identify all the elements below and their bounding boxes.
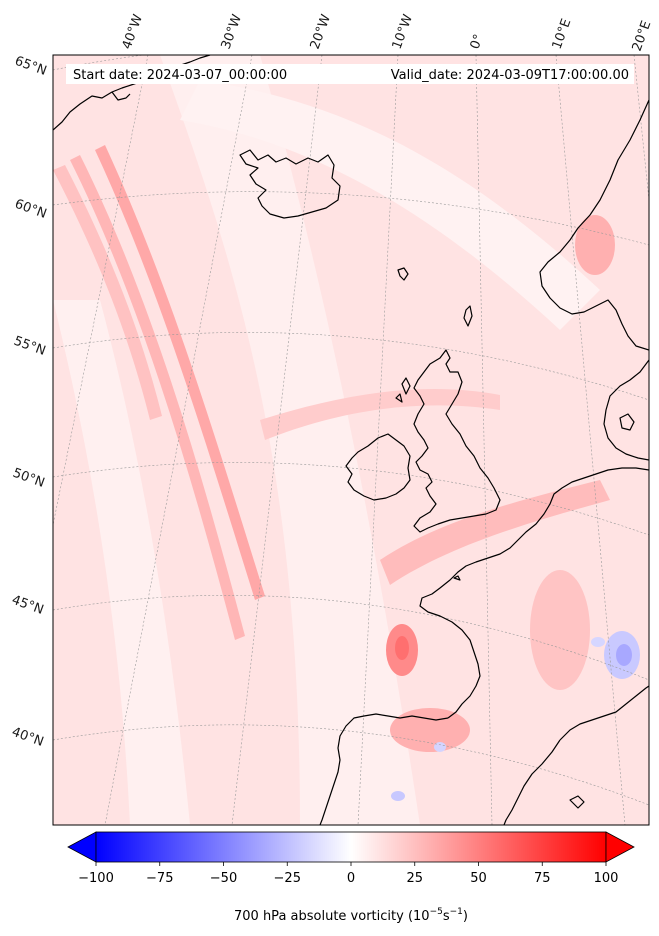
vorticity-streak-3: [53, 165, 162, 420]
greenland-inlet: [111, 91, 131, 101]
colorbar-label-exp1: −5: [430, 907, 443, 917]
lon-label-30w: 30°W: [219, 12, 245, 51]
vorticity-streak-1: [70, 155, 245, 640]
colorbar-tick-label: −100: [78, 871, 114, 886]
lat-label-55n: 55°N: [12, 334, 48, 359]
map-panel: [53, 55, 649, 825]
meridian-10e: [555, 55, 626, 825]
latitude-labels: 65°N 60°N 55°N 50°N 45°N 40°N: [10, 54, 49, 750]
sweden-denmark-coast: [603, 359, 649, 461]
colorbar-tick-label: −25: [274, 871, 301, 886]
vorticity-field: [53, 55, 640, 825]
lat-label-50n: 50°N: [11, 466, 47, 491]
colorbar-label-end: ): [463, 909, 468, 924]
vorticity-streak-2: [95, 145, 265, 600]
hebrides: [395, 377, 411, 403]
meridian-20w: [231, 55, 323, 825]
graticule: [53, 55, 649, 825]
longitude-labels: 40°W 30°W 20°W 10°W 0° 10°E 20°E: [120, 12, 655, 53]
lon-label-20w: 20°W: [308, 12, 334, 51]
vorticity-band-weak-atlantic: [160, 55, 420, 825]
iberia-north-coast: [319, 713, 449, 825]
lat-label-65n: 65°N: [13, 54, 49, 79]
ireland-coast: [345, 433, 411, 501]
vorticity-band-uk: [260, 389, 500, 440]
lat-label-45n: 45°N: [10, 593, 46, 618]
colorbar-tick-label: −75: [146, 871, 173, 886]
lon-label-20e: 20°E: [630, 19, 655, 54]
norway-coast: [539, 99, 649, 351]
colorbar-extend-low: [67, 831, 97, 863]
colorbar-tick-label: 25: [406, 871, 423, 886]
denmark-islands: [619, 413, 635, 431]
vorticity-min-central: [591, 637, 605, 647]
vorticity-max-mediterranean: [530, 570, 590, 690]
vorticity-max-biscay-core: [395, 636, 409, 660]
start-date-label: Start date: 2024-03-07_00:00:00: [73, 68, 287, 83]
vorticity-min-biscay: [434, 742, 446, 752]
colorbar-extend-high: [605, 831, 635, 863]
vorticity-min-alps-core: [616, 644, 632, 666]
lon-label-0: 0°: [468, 32, 487, 51]
header-strip: [66, 64, 634, 84]
mediterranean-coast: [559, 685, 649, 741]
colorbar-tick-label: 50: [470, 871, 487, 886]
channel-islands: [453, 575, 461, 581]
parallel-50n: [53, 462, 649, 536]
vorticity-max-norway: [575, 215, 615, 275]
colorbar-label: 700 hPa absolute vorticity (10−5s−1): [234, 907, 468, 924]
colorbar-ticks: −100 −75 −50 −25 0 25 50 75 100: [78, 862, 618, 886]
meridian-30w: [104, 55, 253, 825]
map-frame: [52, 54, 650, 826]
vorticity-max-iberia: [390, 708, 470, 752]
valid-date-label: Valid_date: 2024-03-09T17:00:00.00: [391, 68, 629, 83]
colorbar-label-mid: s: [443, 909, 450, 924]
parallel-55n: [53, 332, 649, 401]
colorbar-tick-label: −50: [210, 871, 237, 886]
colorbar-tick-label: 0: [347, 871, 355, 886]
lon-label-10w: 10°W: [390, 12, 416, 51]
colorbar-label-exp2: −1: [450, 907, 463, 917]
iberia-east-coast: [503, 739, 561, 825]
vorticity-min-iberia: [391, 791, 405, 801]
colorbar: −100 −75 −50 −25 0 25 50 75 100 700 hPa absolute…: [67, 831, 635, 924]
shetland: [463, 305, 473, 327]
lon-label-10e: 10°E: [550, 17, 575, 52]
colorbar-gradient: [95, 831, 607, 863]
lon-label-40w: 40°W: [120, 12, 146, 51]
continent-north-coast: [419, 467, 649, 719]
vorticity-band-channel: [380, 480, 610, 585]
meridian-0: [475, 55, 493, 825]
iceland-coast: [239, 149, 341, 219]
lat-label-40n: 40°N: [10, 725, 46, 750]
colorbar-tick-label: 100: [594, 871, 619, 886]
vorticity-band-weak-north: [180, 80, 600, 330]
balearic-islands: [569, 795, 585, 809]
scotland-england-coast: [413, 349, 501, 533]
meridian-10w: [357, 55, 399, 825]
meridian-20e: [633, 55, 649, 201]
lat-label-60n: 60°N: [13, 197, 49, 222]
vorticity-band-weak-west: [53, 300, 190, 825]
colorbar-label-main: 700 hPa absolute vorticity (10: [234, 909, 430, 924]
colorbar-tick-label: 75: [534, 871, 551, 886]
parallel-65n: [53, 55, 649, 71]
faroe-islands: [397, 267, 409, 281]
